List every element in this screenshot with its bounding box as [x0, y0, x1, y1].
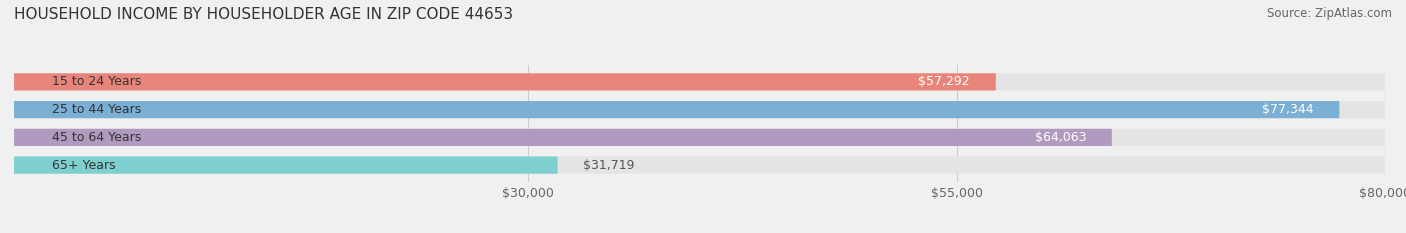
Text: $31,719: $31,719	[583, 159, 634, 171]
FancyBboxPatch shape	[14, 157, 558, 174]
FancyBboxPatch shape	[14, 73, 1385, 90]
FancyBboxPatch shape	[14, 129, 1385, 146]
Text: 45 to 64 Years: 45 to 64 Years	[52, 131, 141, 144]
Text: 65+ Years: 65+ Years	[52, 159, 115, 171]
FancyBboxPatch shape	[14, 73, 995, 90]
FancyBboxPatch shape	[14, 101, 1385, 118]
FancyBboxPatch shape	[14, 129, 1112, 146]
Text: 15 to 24 Years: 15 to 24 Years	[52, 75, 141, 88]
Text: Source: ZipAtlas.com: Source: ZipAtlas.com	[1267, 7, 1392, 20]
Text: HOUSEHOLD INCOME BY HOUSEHOLDER AGE IN ZIP CODE 44653: HOUSEHOLD INCOME BY HOUSEHOLDER AGE IN Z…	[14, 7, 513, 22]
Text: 25 to 44 Years: 25 to 44 Years	[52, 103, 141, 116]
Text: $77,344: $77,344	[1263, 103, 1313, 116]
Text: $57,292: $57,292	[918, 75, 970, 88]
Text: $64,063: $64,063	[1035, 131, 1085, 144]
FancyBboxPatch shape	[14, 101, 1340, 118]
FancyBboxPatch shape	[14, 157, 1385, 174]
